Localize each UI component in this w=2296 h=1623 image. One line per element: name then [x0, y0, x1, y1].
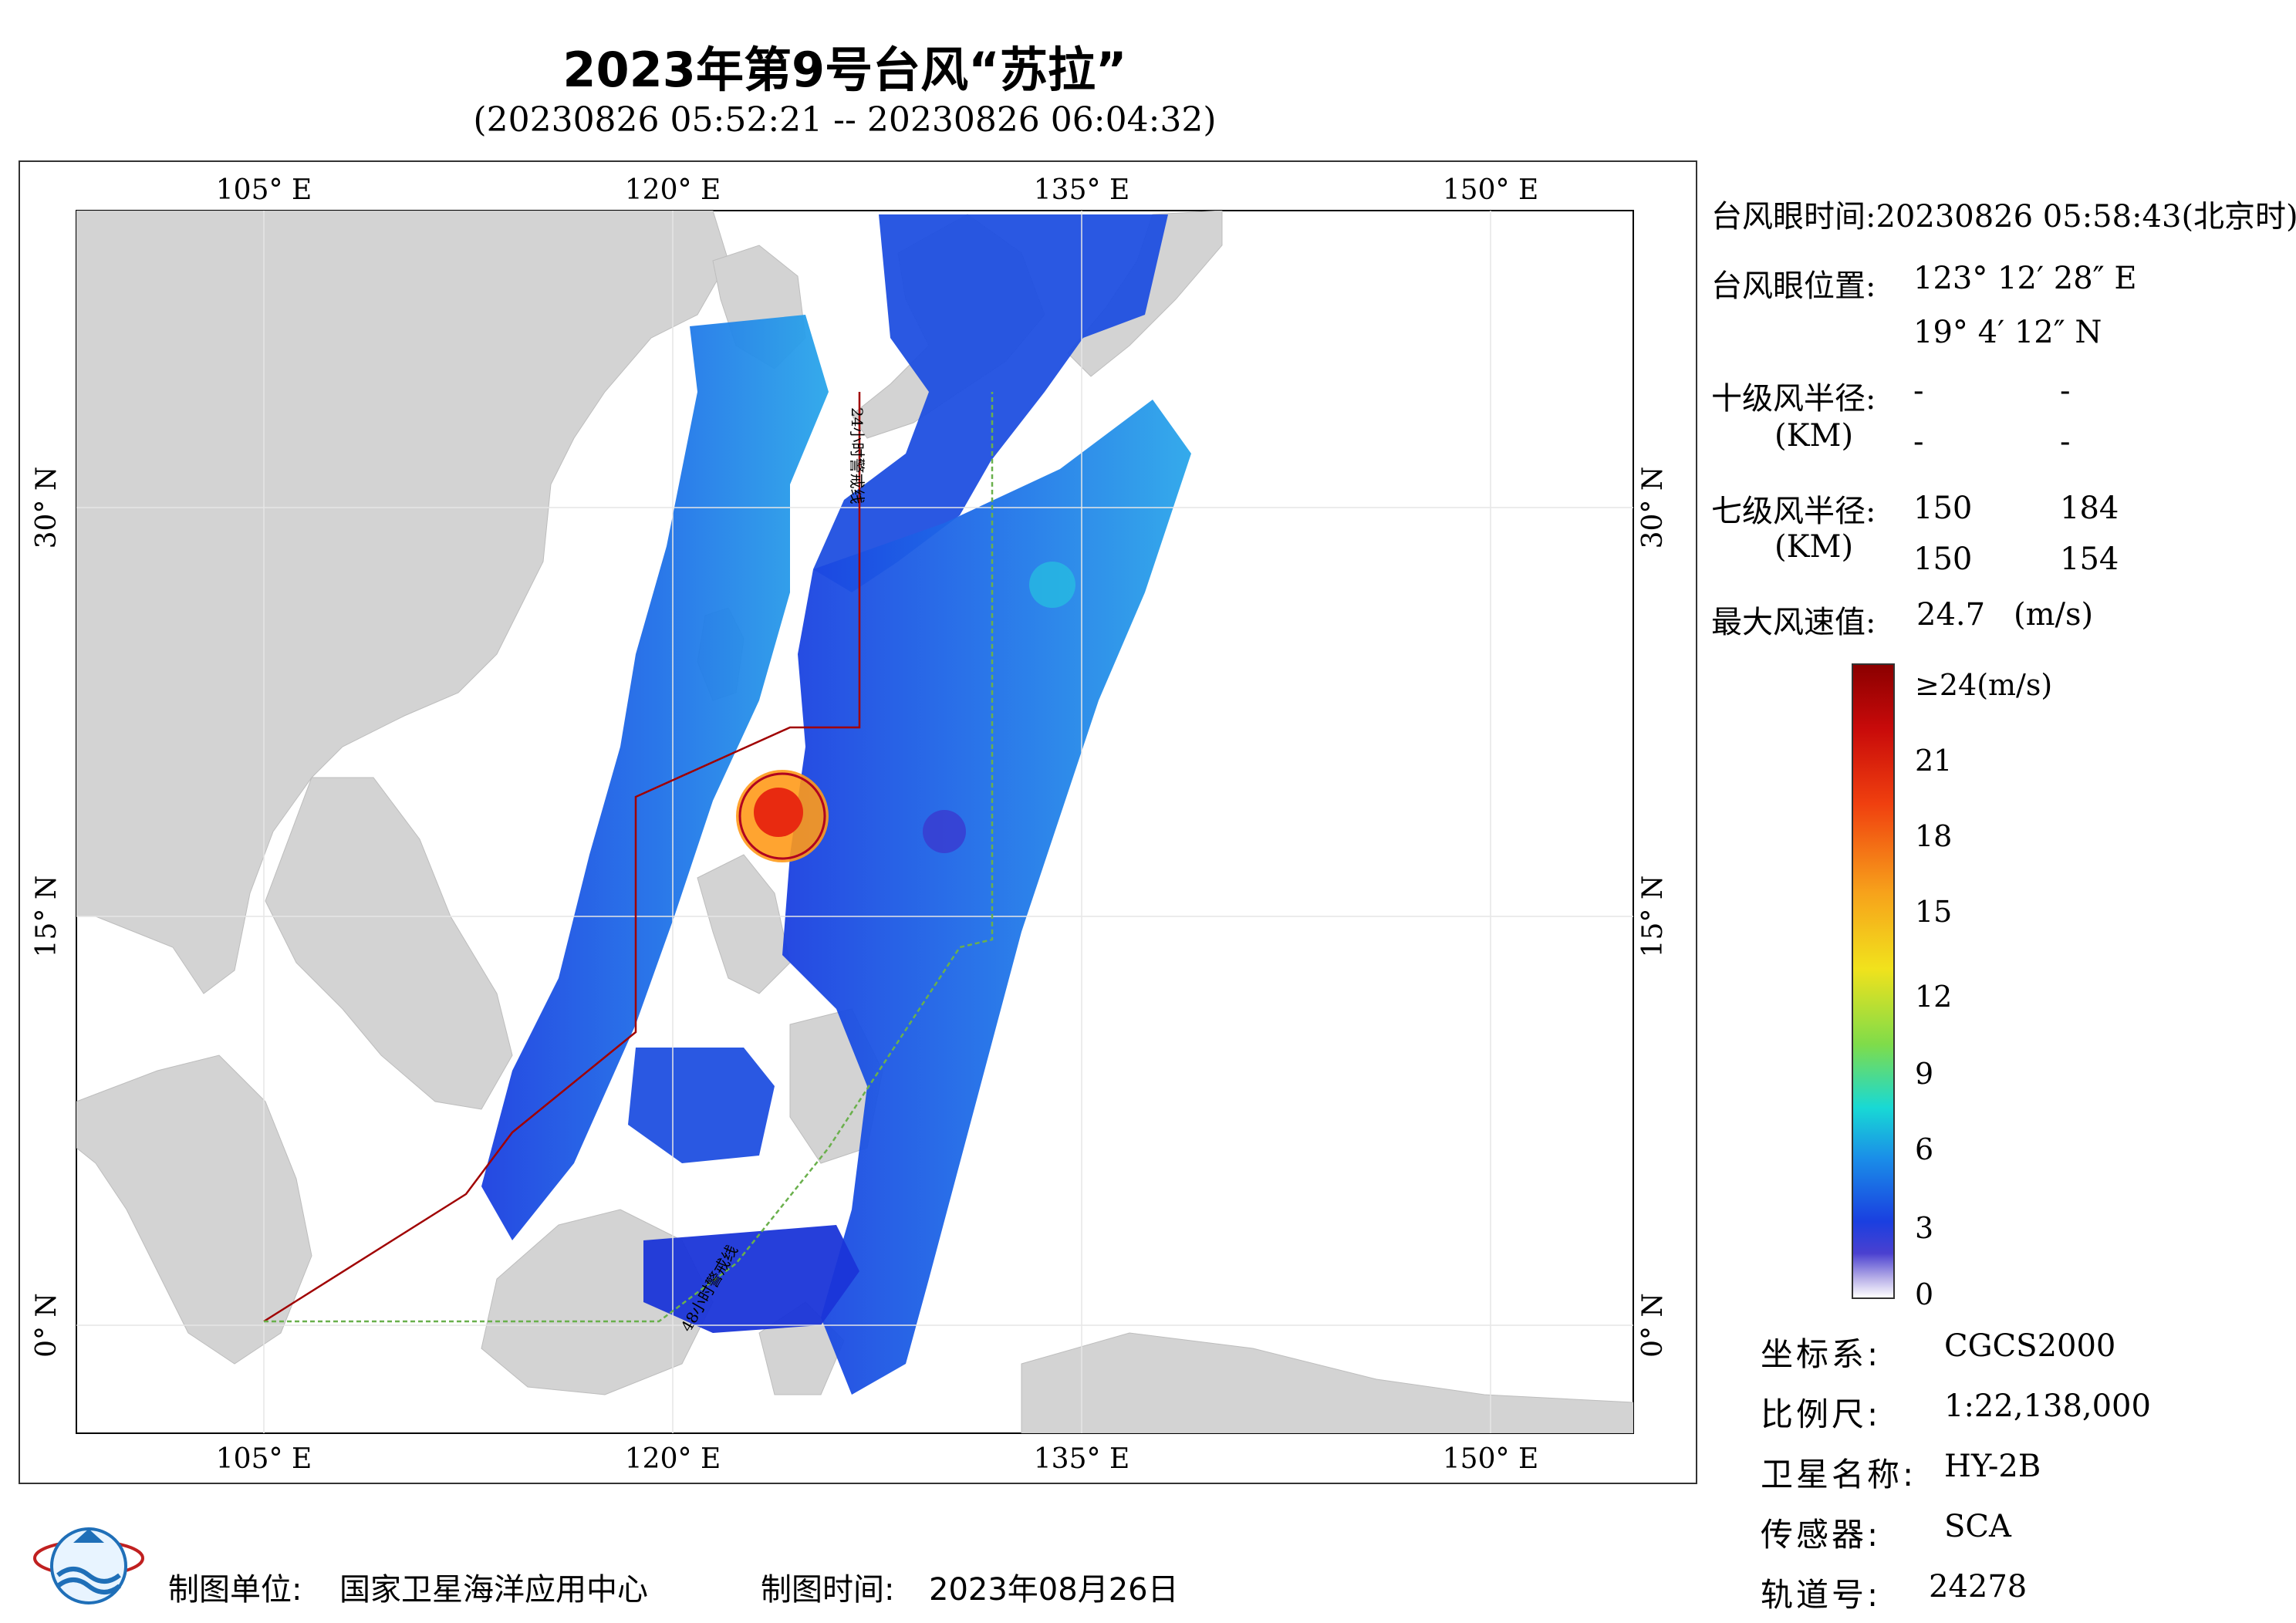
orbit-label: 轨道号:: [1761, 1576, 1882, 1614]
colorbar-label: 12: [1915, 980, 1953, 1014]
scale-label: 比例尺:: [1761, 1395, 1882, 1433]
graticule: [76, 211, 1633, 1433]
r7-value-se: 184: [2060, 491, 2119, 526]
colorbar-label: 0: [1915, 1277, 1934, 1311]
lon-ticks-bottom: 105° E 120° E 135° E 150° E: [216, 1443, 1538, 1475]
eye-lat: 19° 4′ 12″ N: [1913, 315, 2102, 350]
r7-unit: (KM): [1774, 529, 1854, 565]
lon-tick-label: 105° E: [216, 1443, 312, 1475]
lon-tick-label: 135° E: [1034, 1443, 1129, 1475]
colorbar-label: 15: [1915, 895, 1953, 929]
lat-tick-label: 0° N: [1637, 1293, 1669, 1358]
crs-value: CGCS2000: [1944, 1328, 2116, 1364]
r7-label: 七级风半径:: [1711, 494, 1876, 529]
lat-tick-label: 15° N: [31, 876, 62, 958]
max-wind: 最大风速值:: [1711, 597, 1876, 642]
warning-lines: [263, 392, 994, 1323]
lat-ticks-right: 30° N 15° N 0° N: [1637, 467, 1669, 1358]
colorbar-label: ≥24(m/s): [1915, 668, 2053, 702]
eye-time: 台风眼时间:20230826 05:58:43(北京时): [1711, 191, 2296, 236]
satellite-label: 卫星名称:: [1761, 1456, 1917, 1493]
sensor-label: 传感器:: [1761, 1516, 1882, 1554]
crs-label: 坐标系:: [1761, 1335, 1882, 1373]
date-value: 2023年08月26日: [929, 1572, 1179, 1608]
max-wind-label: 最大风速值:: [1711, 605, 1876, 640]
colorbar-label: 9: [1915, 1057, 1934, 1091]
max-wind-value: 24.7: [1916, 597, 1986, 633]
lat-tick-label: 0° N: [31, 1293, 62, 1358]
colorbar-label: 3: [1915, 1211, 1934, 1245]
date-label: 制图时间:: [761, 1572, 895, 1608]
eye-time-value: 20230826 05:58:43(北京时): [1876, 199, 2296, 235]
colorbar-label: 21: [1915, 744, 1953, 778]
r10-value-sw: -: [1913, 424, 1924, 460]
sensor-value: SCA: [1944, 1509, 2011, 1544]
r10-value-nw: -: [2060, 424, 2071, 460]
lon-ticks-top: 105° E 120° E 135° E 150° E: [216, 174, 1538, 206]
nsoas-logo: [33, 1527, 144, 1604]
lat-tick-label: 30° N: [1637, 467, 1669, 549]
scale-value: 1:22,138,000: [1944, 1388, 2151, 1424]
eye-time-label: 台风眼时间:: [1711, 199, 1876, 235]
lon-tick-label: 150° E: [1443, 1443, 1538, 1475]
colorbar-label: 6: [1915, 1132, 1934, 1166]
org-value: 国家卫星海洋应用中心: [339, 1572, 648, 1608]
org-label: 制图单位:: [168, 1572, 302, 1608]
eye-lon: 123° 12′ 28″ E: [1913, 261, 2137, 296]
wind-field-map[interactable]: 105° E 120° E 135° E 150° E 105° E 120° …: [19, 160, 1697, 1484]
r10-value-se: -: [2060, 373, 2071, 409]
warning-line-24h-label: 24小时警戒线: [848, 407, 866, 504]
eye-pos-label: 台风眼位置:: [1711, 268, 1876, 304]
lon-tick-label: 105° E: [216, 174, 312, 206]
r7-value-sw: 150: [1913, 542, 1973, 577]
r10-value-ne: -: [1913, 373, 1924, 409]
satellite-value: HY-2B: [1944, 1449, 2041, 1484]
color-bar: [1852, 663, 1895, 1299]
lon-tick-label: 120° E: [625, 174, 721, 206]
r7-value-ne: 150: [1913, 491, 1973, 526]
colorbar-label: 18: [1915, 819, 1953, 853]
lon-tick-label: 135° E: [1034, 174, 1129, 206]
max-wind-unit: (m/s): [2014, 597, 2094, 633]
lat-tick-label: 30° N: [31, 467, 62, 549]
map-subtitle: (20230826 05:52:21 -- 20230826 06:04:32): [473, 100, 1217, 140]
lon-tick-label: 150° E: [1443, 174, 1538, 206]
r7-value-nw: 154: [2060, 542, 2119, 577]
lat-ticks-left: 30° N 15° N 0° N: [31, 467, 62, 1358]
wind-swath: [481, 214, 1191, 1395]
r10-unit: (KM): [1774, 418, 1854, 454]
orbit-value: 24278: [1929, 1569, 2028, 1604]
r10-label: 十级风半径:: [1711, 381, 1876, 417]
lat-tick-label: 15° N: [1637, 876, 1669, 958]
lon-tick-label: 120° E: [625, 1443, 721, 1475]
map-title: 2023年第9号台风“苏拉”: [562, 42, 1127, 98]
